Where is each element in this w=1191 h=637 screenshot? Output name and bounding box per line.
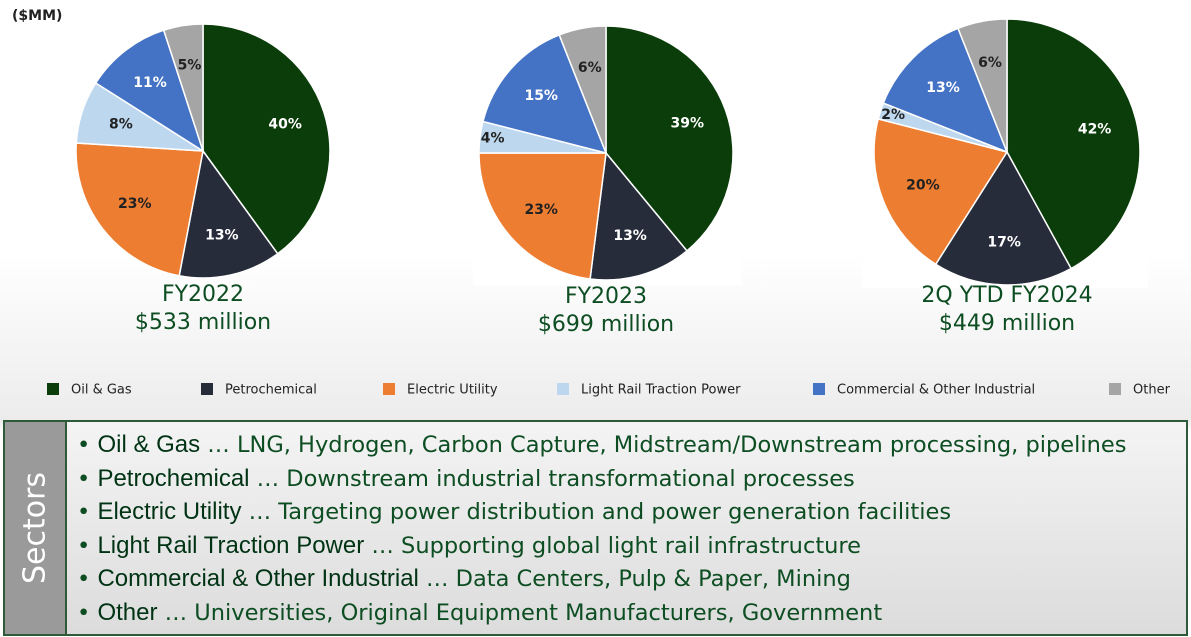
legend-swatch <box>813 383 825 395</box>
data-label: 13% <box>205 227 239 243</box>
data-label: 4% <box>481 131 505 147</box>
sector-row: • Other … Universities, Original Equipme… <box>77 598 883 626</box>
sector-name: Other <box>97 598 158 626</box>
data-label: 15% <box>524 88 558 104</box>
data-label: 11% <box>133 75 167 91</box>
chart-subtitle: $533 million <box>135 310 271 335</box>
pie-slice <box>178 149 279 279</box>
pie-slice <box>162 23 204 152</box>
chart-title: FY2022 <box>162 282 244 307</box>
pie-slice <box>558 25 607 154</box>
legend-swatch <box>557 383 569 395</box>
data-label: 6% <box>978 55 1002 71</box>
legend-label: Other <box>1133 383 1171 398</box>
sector-name: Oil & Gas <box>97 431 201 458</box>
data-label: 2% <box>881 107 905 123</box>
legend-label: Electric Utility <box>407 383 498 398</box>
sector-name: Commercial & Other Industrial <box>97 565 419 592</box>
pie-slice <box>934 150 1073 286</box>
sector-description: … Targeting power distribution and power… <box>248 499 952 525</box>
sector-description: … LNG, Hydrogen, Carbon Capture, Midstre… <box>207 432 1127 458</box>
pie-slice <box>202 23 331 255</box>
sectors-list: • Oil & Gas … LNG, Hydrogen, Carbon Capt… <box>67 422 1126 634</box>
sector-row: • Oil & Gas … LNG, Hydrogen, Carbon Capt… <box>77 431 1127 458</box>
data-label: 20% <box>906 177 940 193</box>
sector-row: • Petrochemical … Downstream industrial … <box>77 464 855 492</box>
sector-row: • Electric Utility … Targeting power dis… <box>77 498 952 525</box>
chart-title: 2Q YTD FY2024 <box>921 283 1092 308</box>
data-label: 23% <box>524 202 558 218</box>
chart-subtitle: $449 million <box>939 311 1075 336</box>
data-label: 40% <box>268 116 302 132</box>
sectors-title: Sectors <box>17 471 53 585</box>
pie-slice <box>94 29 205 153</box>
pie-slice <box>75 142 204 277</box>
pie-slice <box>882 27 1009 154</box>
data-label: 8% <box>109 116 133 132</box>
data-label: 17% <box>987 234 1021 250</box>
legend-label: Light Rail Traction Power <box>581 383 741 398</box>
legend-swatch <box>47 383 59 395</box>
sectors-box: Sectors • Oil & Gas … LNG, Hydrogen, Car… <box>3 420 1188 636</box>
pie-slice <box>605 25 734 252</box>
data-label: 13% <box>613 228 647 244</box>
sector-row: • Light Rail Traction Power … Supporting… <box>77 531 861 559</box>
pie-slice <box>957 18 1008 153</box>
sector-row: • Commercial & Other Industrial … Data C… <box>77 565 851 592</box>
data-label: 6% <box>578 60 602 76</box>
data-label: 5% <box>178 58 202 74</box>
chart-subtitle: $699 million <box>538 312 674 337</box>
sector-name: Light Rail Traction Power <box>97 531 365 559</box>
data-label: 13% <box>926 80 960 96</box>
legend-label: Petrochemical <box>225 383 317 398</box>
sector-name: Petrochemical <box>97 464 250 492</box>
pie-slice <box>478 152 607 280</box>
sector-name: Electric Utility <box>97 498 242 525</box>
pie-slice <box>873 118 1009 266</box>
chart-title: FY2023 <box>565 284 647 309</box>
legend-label: Oil & Gas <box>71 383 132 398</box>
sectors-header: Sectors <box>5 422 67 634</box>
pie-slice <box>482 33 608 155</box>
sector-description: … Supporting global light rail infrastru… <box>371 532 861 559</box>
data-label: 42% <box>1078 122 1112 138</box>
pie-slice <box>1006 18 1141 270</box>
legend-label: Commercial & Other Industrial <box>837 383 1035 398</box>
data-label: 39% <box>670 116 704 132</box>
sector-description: … Universities, Original Equipment Manuf… <box>164 599 883 626</box>
sector-description: … Downstream industrial transformational… <box>256 465 855 492</box>
pie-slice <box>589 151 689 281</box>
legend-swatch <box>383 383 395 395</box>
legend-swatch <box>201 383 213 395</box>
sector-description: … Data Centers, Pulp & Paper, Mining <box>426 566 851 592</box>
data-label: 23% <box>118 196 152 212</box>
charts: 40% 13% 23% 8% 11% 5% FY2022 $533 million 39% 13%… <box>47 18 1171 398</box>
unit-label: ($MM) <box>12 8 63 24</box>
legend-swatch <box>1109 383 1121 395</box>
